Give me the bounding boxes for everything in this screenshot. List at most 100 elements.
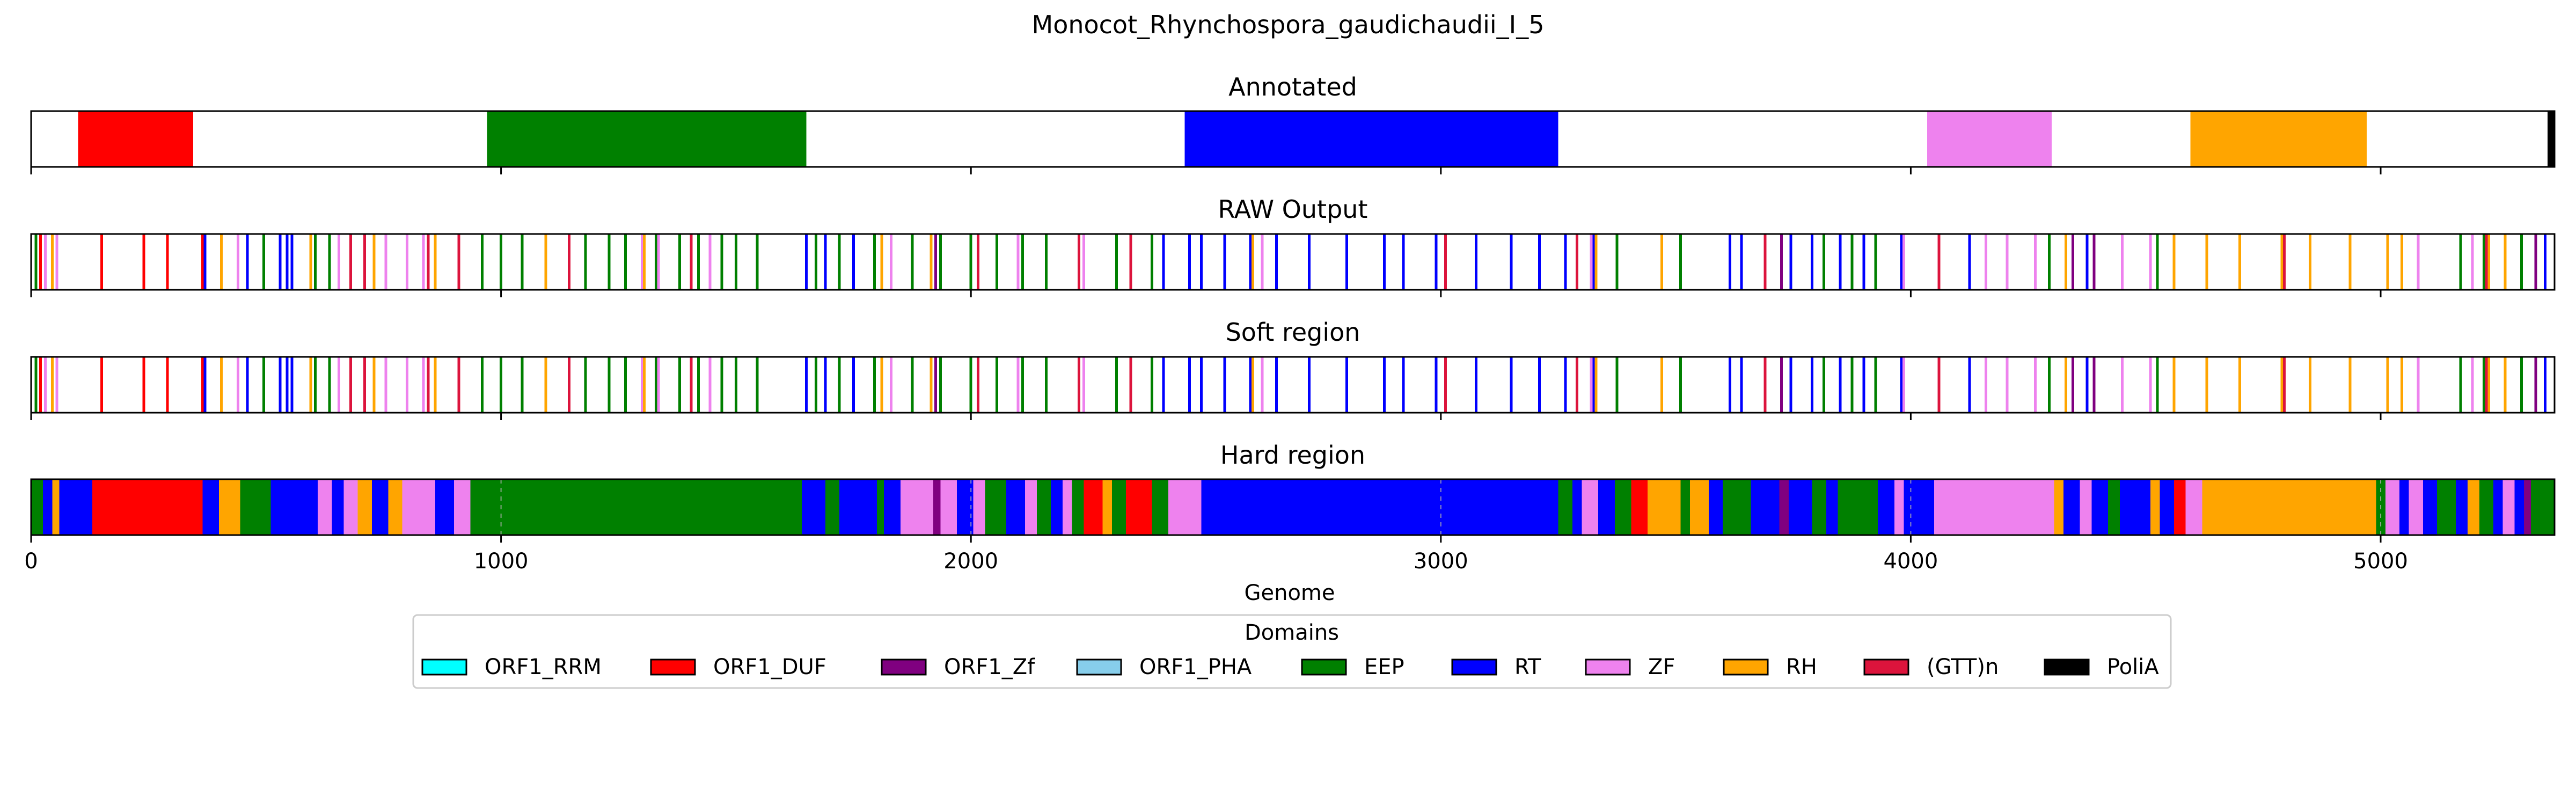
- legend-label: EEP: [1364, 655, 1404, 679]
- domain-call-gtt-n: [2283, 234, 2286, 290]
- domain-call-rt: [1402, 234, 1405, 290]
- domain-call-eep: [734, 357, 737, 413]
- domain-call-rh: [220, 234, 223, 290]
- domain-segment-rt: [1598, 479, 1615, 535]
- domain-call-eep: [1822, 357, 1825, 413]
- domain-call-gtt-n: [1078, 234, 1081, 290]
- domain-call-gtt-n: [1444, 357, 1447, 413]
- domain-call-rh: [2400, 357, 2403, 413]
- domain-segment-eep: [1152, 479, 1168, 535]
- domain-call-gtt-n: [349, 234, 352, 290]
- domain-call-gtt-n: [363, 234, 367, 290]
- domain-segment-rt: [1904, 479, 1935, 535]
- domain-call-rt: [1510, 357, 1513, 413]
- legend-label: ORF1_Zf: [944, 655, 1035, 679]
- domain-call-gtt-n: [457, 234, 460, 290]
- domain-call-rh: [643, 357, 646, 413]
- domain-call-rt: [852, 357, 855, 413]
- domain-call-orf1-duf: [100, 357, 103, 413]
- domain-call-zf: [2120, 357, 2124, 413]
- domain-segment-eep: [1838, 479, 1878, 535]
- domain-call-rh: [544, 234, 547, 290]
- domain-segment-zf: [1582, 479, 1599, 535]
- legend-label: ORF1_DUF: [713, 655, 826, 679]
- domain-call-eep: [624, 357, 627, 413]
- domain-call-rt: [1402, 357, 1405, 413]
- domain-call-eep: [500, 357, 503, 413]
- domain-segment-zf: [2385, 479, 2400, 535]
- domain-segment-zf: [900, 479, 934, 535]
- domain-segment-eep: [1680, 479, 1690, 535]
- domain-call-rh: [372, 234, 376, 290]
- domain-call-rt: [824, 357, 827, 413]
- legend-entry-zf: ZF: [1585, 655, 1675, 679]
- domain-call-eep: [2483, 357, 2486, 413]
- legend-entry-orf1-rrm: ORF1_RRM: [421, 655, 602, 679]
- domain-segment-zf: [2409, 479, 2423, 535]
- domain-segment-zf: [2502, 479, 2515, 535]
- legend-label: PoliA: [2107, 655, 2159, 679]
- domain-segment-rt: [2514, 479, 2524, 535]
- domain-call-eep: [838, 357, 841, 413]
- domain-call-rt: [805, 234, 808, 290]
- domain-call-rh: [2487, 357, 2490, 413]
- domain-call-gtt-n: [1576, 234, 1579, 290]
- domain-call-zf: [2471, 234, 2474, 290]
- domain-call-eep: [995, 234, 998, 290]
- domain-segment-rt: [270, 479, 318, 535]
- domain-call-eep: [655, 234, 658, 290]
- domain-call-zf: [889, 234, 892, 290]
- domain-call-gtt-n: [1129, 357, 1132, 413]
- domain-call-zf: [338, 234, 341, 290]
- domain-call-orf1-duf: [39, 357, 42, 413]
- domain-call-rt: [1223, 234, 1226, 290]
- domain-segment-zf: [318, 479, 332, 535]
- domain-call-rt: [1383, 357, 1386, 413]
- domain-call-rh: [309, 234, 312, 290]
- domain-call-gtt-n: [1937, 357, 1941, 413]
- domain-call-rt: [290, 234, 294, 290]
- domain-call-zf: [43, 234, 47, 290]
- domain-call-gtt-n: [363, 357, 367, 413]
- domain-call-rh: [930, 357, 933, 413]
- domain-call-rt: [2085, 357, 2089, 413]
- domain-call-rt: [1199, 234, 1203, 290]
- domain-call-rh: [2309, 234, 2312, 290]
- domain-call-gtt-n: [568, 357, 571, 413]
- domain-segment-rt: [59, 479, 92, 535]
- domain-call-rt: [1188, 357, 1191, 413]
- domain-call-rt: [1474, 234, 1477, 290]
- legend-title: Domains: [1245, 620, 1339, 645]
- track-frame: [30, 478, 2556, 536]
- domain-call-eep: [911, 234, 914, 290]
- domain-call-rt: [246, 234, 249, 290]
- legend-entry-rt: RT: [1451, 655, 1541, 679]
- domain-call-eep: [34, 357, 38, 413]
- domain-call-eep: [1822, 234, 1825, 290]
- domain-call-eep: [1874, 357, 1877, 413]
- domain-call-orf1-zf: [2534, 357, 2537, 413]
- domain-call-zf: [657, 357, 660, 413]
- domain-segment-rt: [1006, 479, 1025, 535]
- domain-call-eep: [873, 234, 876, 290]
- domain-segment-eep: [877, 479, 884, 535]
- x-tick-label: 2000: [943, 549, 998, 574]
- domain-call-orf1-zf: [1780, 357, 1783, 413]
- domain-segment-rt: [435, 479, 455, 535]
- domain-call-zf: [2471, 357, 2474, 413]
- domain-call-rt: [852, 234, 855, 290]
- domain-call-zf: [2417, 234, 2420, 290]
- domain-call-zf: [43, 357, 47, 413]
- domain-call-zf: [405, 234, 408, 290]
- domain-call-rt: [1839, 234, 1842, 290]
- domain-call-rt: [1564, 357, 1567, 413]
- domain-call-rt: [286, 357, 289, 413]
- domain-call-rh: [544, 357, 547, 413]
- domain-segment-rh: [2190, 111, 2367, 167]
- domain-call-rh: [309, 357, 312, 413]
- track-title: Annotated: [1228, 72, 1357, 101]
- domain-segment-zf: [940, 479, 957, 535]
- domain-call-rt: [1740, 357, 1743, 413]
- domain-call-rh: [372, 357, 376, 413]
- domain-call-orf1-duf: [142, 357, 145, 413]
